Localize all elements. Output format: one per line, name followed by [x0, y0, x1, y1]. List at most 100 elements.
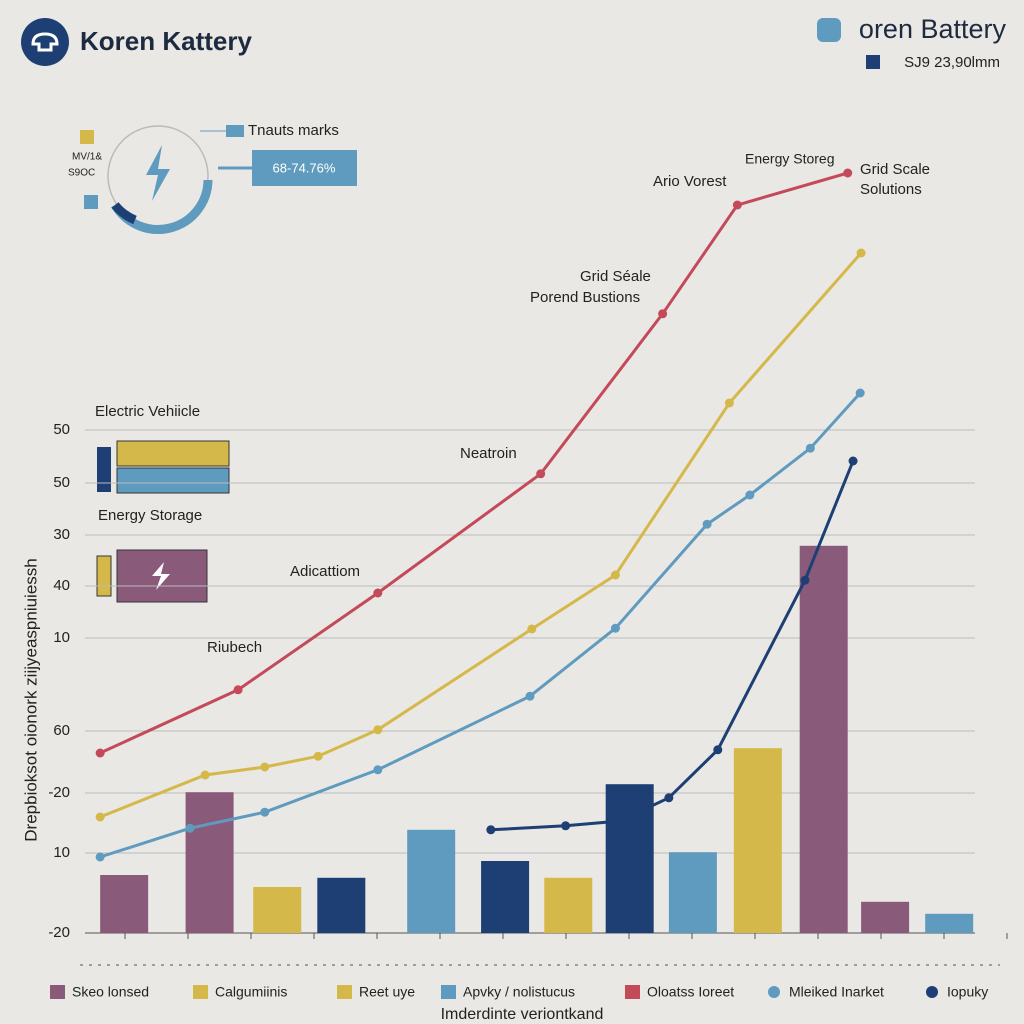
y-axis-text: 10: [53, 629, 70, 646]
gauge-readout: 68-74.76%: [273, 160, 336, 175]
logo: [21, 18, 69, 66]
point: [610, 570, 620, 580]
legend-swatch: [193, 985, 208, 999]
bar: [799, 545, 848, 933]
bar: [925, 913, 974, 933]
y-axis-text: 10: [53, 844, 70, 861]
legend-label: Iopuky: [947, 984, 988, 1000]
point: [713, 745, 723, 755]
point: [855, 388, 865, 398]
logo-icon: [31, 32, 59, 52]
bar: [605, 784, 654, 933]
bar: [481, 861, 530, 933]
battery-cap: [96, 555, 112, 597]
annotation: Grid Séale: [580, 268, 651, 285]
bar: [733, 748, 782, 933]
point: [843, 168, 853, 178]
legend-label: Reet uye: [359, 984, 415, 1000]
chart-title: Koren Kattery: [80, 26, 252, 56]
gauge-side-label: S9OC: [68, 168, 95, 179]
legend-swatch: [625, 985, 640, 999]
brand-icon: [817, 18, 841, 42]
annotation: Energy Storage: [98, 507, 202, 524]
gauge-swatch: [84, 195, 98, 209]
brand-swatch: [866, 55, 880, 69]
point: [848, 456, 858, 466]
point: [373, 588, 383, 598]
battery-cap: [97, 447, 111, 492]
point: [373, 725, 383, 735]
y-axis-text: 60: [53, 722, 70, 739]
gauge-swatch: [226, 125, 244, 137]
bolt: [152, 562, 170, 590]
x-axis-label: Imderdinte veriontkand: [441, 1006, 604, 1023]
gauge-swatch: [80, 130, 94, 144]
point: [561, 821, 571, 831]
annotation: Electric Vehiicle: [95, 403, 200, 420]
point: [536, 469, 546, 479]
legend-swatch: [337, 985, 352, 999]
point: [373, 765, 383, 775]
point: [185, 823, 195, 833]
point: [702, 519, 712, 529]
point: [745, 490, 755, 500]
bar: [861, 901, 910, 933]
point: [95, 748, 105, 758]
point: [664, 793, 674, 803]
y-axis-label: Drepbioksot oionork ziijyeaspniuiessh: [21, 558, 40, 841]
point: [610, 623, 620, 633]
y-axis-text: 30: [53, 526, 70, 543]
point: [95, 812, 105, 822]
gauge-side-label: MV/1&: [72, 152, 102, 163]
point: [260, 807, 270, 817]
y-axis-text: 50: [53, 421, 70, 438]
bar: [100, 875, 149, 933]
bolt: [146, 145, 170, 201]
line: [99, 391, 862, 859]
point: [486, 825, 496, 835]
legend-label: Skeo lonsed: [72, 984, 149, 1000]
point: [527, 624, 537, 634]
battery-cell: [116, 467, 230, 494]
y-axis-text: 50: [53, 474, 70, 491]
bar: [253, 887, 302, 933]
bar: [407, 829, 456, 933]
annotation: Riubech: [207, 639, 262, 656]
point: [856, 248, 866, 258]
y-axis-text: -20: [48, 784, 70, 801]
bar: [317, 877, 366, 933]
point: [260, 762, 270, 772]
y-axis-text: 40: [53, 577, 70, 594]
legend-swatch: [50, 985, 65, 999]
annotation: Grid Scale: [860, 161, 930, 178]
point: [313, 751, 323, 761]
readout-box: [252, 150, 357, 186]
point: [724, 398, 734, 408]
point: [658, 309, 668, 319]
gauge-label: Tnauts marks: [248, 122, 339, 139]
brand: oren Battery: [859, 14, 1007, 44]
bar: [544, 877, 593, 933]
annotation: Energy Storeg: [745, 151, 835, 167]
annotation: Neatroin: [460, 445, 517, 462]
bar: [668, 852, 717, 933]
annotation: Solutions: [860, 181, 922, 198]
point: [200, 770, 210, 780]
legend-label: Calgumiinis: [215, 984, 287, 1000]
legend-label: Mleiked Inarket: [789, 984, 884, 1000]
legend-label: Oloatss Ioreet: [647, 984, 734, 1000]
legend-label: Apvky / nolistucus: [463, 984, 575, 1000]
bar: [185, 792, 234, 933]
brand-subtitle: SJ9 23,90lmm: [904, 54, 1000, 71]
annotation: Adicattiom: [290, 563, 360, 580]
legend-swatch: [768, 986, 780, 998]
point: [95, 852, 105, 862]
point: [615, 816, 625, 826]
y-axis-text: -20: [48, 924, 70, 941]
battery-cell: [116, 440, 230, 467]
legend-swatch: [441, 985, 456, 999]
annotation: Porend Bustions: [530, 289, 640, 306]
point: [732, 200, 742, 210]
point: [800, 575, 810, 585]
